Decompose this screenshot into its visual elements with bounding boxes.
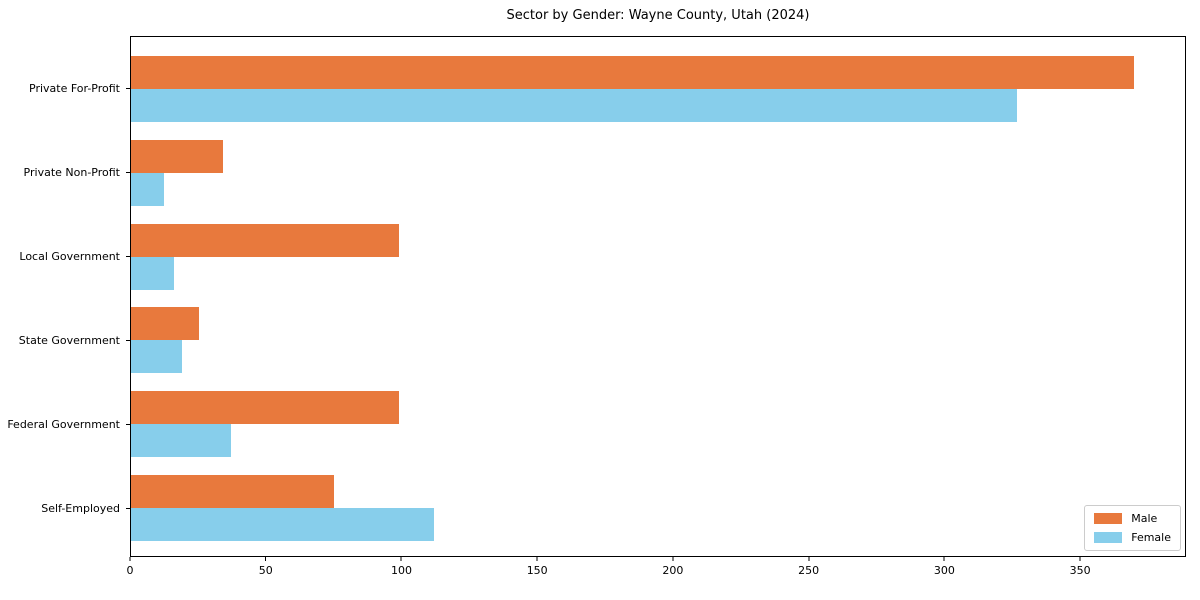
bar-rows [131,37,1185,556]
bar-male-private-for-profit [131,55,1134,89]
bar-female-private-non-profit [131,172,164,206]
x-axis-ticks: 0 50 100 150 200 250 300 350 [127,557,1186,587]
plot-area: Male Female [130,36,1186,557]
y-label-row-state-government: State Government [0,299,130,383]
bar-female-private-for-profit [131,88,1017,122]
y-tick-mark [126,255,130,257]
bar-male-local-government [131,223,400,257]
legend: Male Female [1084,505,1181,551]
bar-group-state-government [131,298,1185,382]
y-label-state-government: State Government [18,334,120,348]
x-tick-350: 350 [1070,557,1091,577]
y-tick-mark [126,508,130,510]
x-tick-label-350: 350 [1069,564,1091,577]
x-tick-mark [536,557,538,561]
x-tick-mark [808,557,810,561]
x-tick-label-150: 150 [526,564,548,577]
y-label-row-self-employed: Self-Employed [0,467,130,551]
legend-swatch-male [1094,513,1123,524]
x-tick-label-250: 250 [798,564,820,577]
y-tick-mark [126,171,130,173]
x-tick-mark [265,557,267,561]
x-tick-mark [129,557,131,561]
bar-male-private-non-profit [131,139,224,173]
y-tick-mark [126,340,130,342]
x-tick-label-0: 0 [126,564,134,577]
y-label-private-non-profit: Private Non-Profit [23,165,120,179]
bar-male-self-employed [131,475,335,509]
y-label-row-local-government: Local Government [0,214,130,298]
bar-group-self-employed [131,466,1185,550]
legend-label-female: Female [1131,531,1171,544]
legend-swatch-female [1094,532,1123,543]
x-tick-mark [1079,557,1081,561]
legend-label-male: Male [1131,512,1158,525]
x-tick-label-100: 100 [390,564,412,577]
x-tick-300: 300 [934,557,955,577]
y-label-self-employed: Self-Employed [41,502,120,516]
x-tick-150: 150 [527,557,548,577]
y-tick-mark [126,87,130,89]
bar-male-federal-government [131,391,400,425]
x-tick-250: 250 [798,557,819,577]
x-tick-50: 50 [259,557,273,577]
y-label-row-private-non-profit: Private Non-Profit [0,130,130,214]
bar-female-federal-government [131,424,232,458]
x-tick-label-300: 300 [933,564,955,577]
y-label-federal-government: Federal Government [7,418,120,432]
y-label-row-private-for-profit: Private For-Profit [0,46,130,130]
x-tick-label-200: 200 [662,564,684,577]
y-label-local-government: Local Government [19,249,120,263]
legend-entry-male: Male [1094,512,1171,525]
bar-group-private-non-profit [131,131,1185,215]
y-tick-mark [126,424,130,426]
legend-entry-female: Female [1094,531,1171,544]
bar-group-federal-government [131,382,1185,466]
bar-female-self-employed [131,508,435,542]
bar-female-state-government [131,340,183,374]
bar-male-state-government [131,307,199,341]
chart-title: Sector by Gender: Wayne County, Utah (20… [506,8,810,23]
x-tick-200: 200 [662,557,683,577]
x-tick-label-50: 50 [258,564,273,577]
y-axis-labels: Private For-Profit Private Non-Profit Loca… [0,36,130,557]
bar-group-private-for-profit [131,47,1185,131]
y-label-private-for-profit: Private For-Profit [29,81,120,95]
bar-group-local-government [131,215,1185,299]
x-tick-0: 0 [127,557,134,577]
bar-female-local-government [131,256,175,290]
x-tick-mark [400,557,402,561]
x-tick-mark [943,557,945,561]
y-label-row-federal-government: Federal Government [0,383,130,467]
x-tick-mark [672,557,674,561]
x-tick-100: 100 [391,557,412,577]
